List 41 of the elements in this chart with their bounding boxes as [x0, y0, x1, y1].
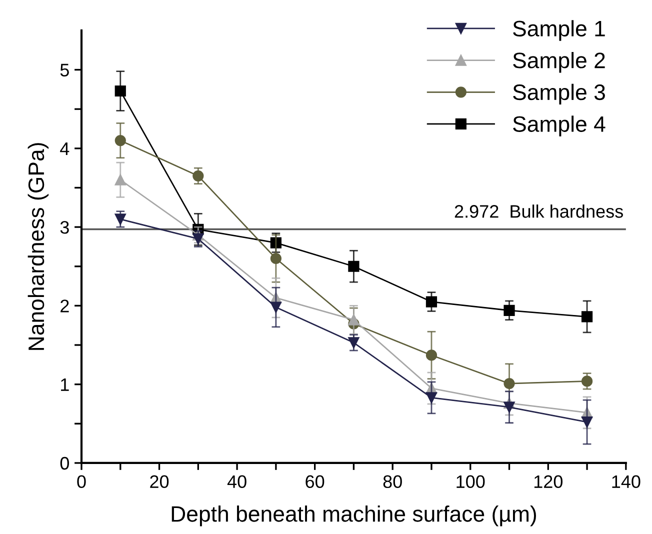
- point: [114, 134, 126, 146]
- y-tick-label: 0: [60, 456, 69, 470]
- y-axis-title: Nanohardness (GPa): [28, 143, 49, 350]
- point: [270, 302, 282, 313]
- legend-label: Sample 2: [513, 52, 605, 73]
- x-tick-label: 140: [612, 475, 640, 488]
- point: [581, 376, 593, 387]
- point: [348, 314, 360, 326]
- point: [348, 260, 360, 272]
- ref-line-label: 2.972 Bulk hardness: [454, 204, 623, 218]
- x-tick-label: 80: [383, 475, 402, 488]
- x-tick-label: 120: [534, 475, 563, 488]
- y-tick-label: 2: [60, 300, 69, 312]
- x-tick-label: 60: [306, 475, 324, 488]
- point: [114, 214, 126, 225]
- y-tick-label: 5: [60, 64, 69, 76]
- point: [504, 304, 515, 316]
- point: [348, 337, 360, 348]
- point: [426, 296, 438, 308]
- x-tick-label: 0: [77, 475, 86, 488]
- y-tick-label: 1: [61, 378, 69, 391]
- legend-label: Sample 1: [513, 20, 605, 41]
- legend-label: Sample 4: [513, 116, 606, 136]
- legend-label: Sample 3: [513, 84, 605, 105]
- point: [114, 85, 126, 97]
- point: [192, 170, 204, 182]
- x-tick-label: 20: [150, 475, 169, 488]
- point: [504, 378, 515, 390]
- x-tick-label: 100: [456, 475, 485, 488]
- point: [581, 416, 593, 428]
- point: [426, 392, 438, 404]
- point: [504, 402, 515, 413]
- x-tick-label: 40: [227, 475, 246, 488]
- y-tick-label: 4: [60, 142, 70, 155]
- point: [270, 252, 282, 264]
- point: [114, 174, 126, 186]
- x-axis-title: Depth beneath machine surface (µm): [172, 506, 536, 526]
- point: [581, 311, 593, 322]
- point: [426, 350, 438, 361]
- y-tick-label: 3: [60, 220, 69, 234]
- point: [192, 233, 204, 244]
